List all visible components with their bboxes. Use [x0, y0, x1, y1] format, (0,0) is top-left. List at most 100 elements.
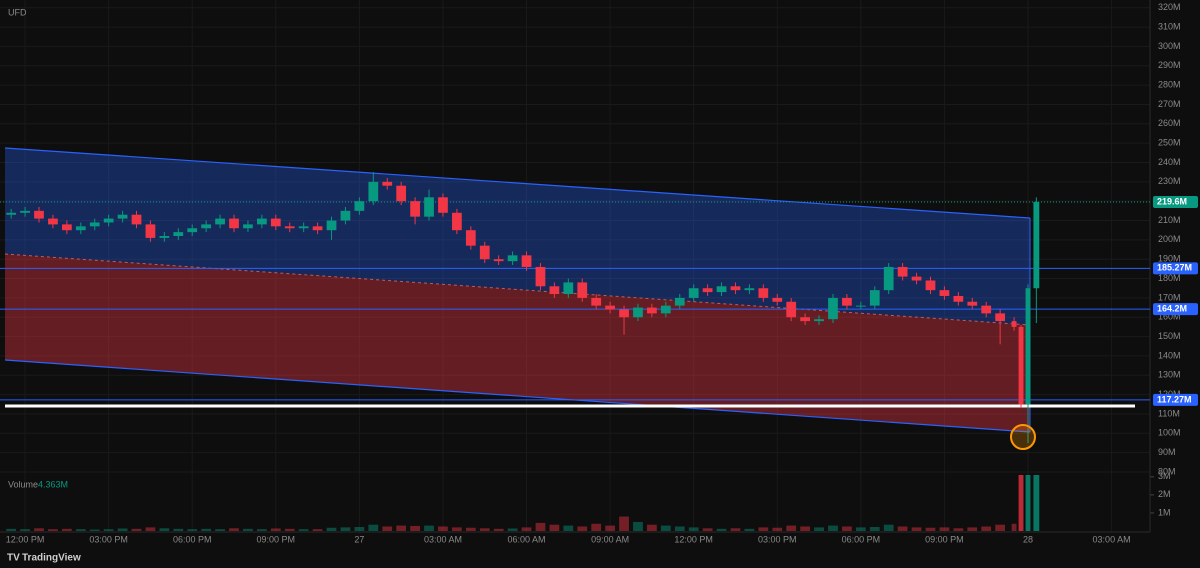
y-tick-label: 80M	[1158, 466, 1176, 476]
volume-bar	[688, 527, 699, 531]
volume-bar	[354, 527, 365, 531]
y-tick-label: 230M	[1158, 176, 1181, 186]
candle-body	[577, 282, 588, 298]
volume-bar	[410, 525, 420, 531]
candle-body	[660, 305, 671, 314]
grid	[0, 0, 1154, 532]
labels: 80M90M100M110M120M130M140M150M160M170M18…	[6, 2, 1198, 544]
volume-bar	[438, 526, 448, 531]
candle-body	[117, 214, 128, 219]
volume-bar	[424, 525, 434, 531]
candle-body	[256, 218, 267, 225]
volume-bar	[758, 527, 769, 531]
y-tick-label: 180M	[1158, 273, 1181, 283]
candle-body	[48, 218, 58, 225]
candle-body	[800, 317, 810, 322]
levels	[0, 201, 1150, 401]
candle-body	[354, 201, 365, 211]
candle-body	[758, 288, 769, 298]
x-tick-label: 06:00 PM	[842, 534, 881, 544]
candle-body	[535, 266, 546, 287]
volume-bar	[549, 524, 560, 531]
volume-bar	[744, 528, 755, 531]
volume-bar	[103, 529, 114, 531]
x-tick-label: 03:00 PM	[89, 534, 128, 544]
volume-tick-label: 3M	[1158, 471, 1171, 481]
x-tick-label: 03:00 AM	[1093, 534, 1131, 544]
volume-bar	[173, 528, 184, 531]
candle-body	[828, 297, 838, 320]
volume-last: 4.363M	[38, 479, 68, 489]
y-tick-label: 100M	[1158, 428, 1181, 438]
candle-body	[674, 297, 685, 306]
volume-bar	[117, 528, 128, 531]
volume-bar	[1011, 523, 1017, 531]
candle-body	[382, 181, 393, 186]
candle-body	[410, 201, 420, 217]
y-tick-label: 270M	[1158, 99, 1181, 109]
candle-body	[173, 232, 184, 236]
volume-bar	[201, 528, 212, 531]
volume-bar	[75, 529, 86, 531]
candle-body	[438, 197, 448, 213]
candle-body	[368, 181, 379, 202]
x-tick-label: 06:00 AM	[508, 534, 546, 544]
volume-bar	[911, 527, 922, 531]
level-label-bg	[1153, 393, 1198, 406]
candle-body	[284, 226, 295, 229]
volume-bar	[396, 525, 407, 531]
volume-bar	[716, 528, 727, 531]
volume-bar	[883, 524, 894, 531]
volume-bar	[256, 529, 267, 531]
volume-bar	[1018, 475, 1024, 531]
volume-bar	[814, 527, 824, 531]
volume-bar	[1025, 475, 1031, 531]
candle-body	[270, 218, 281, 227]
y-tick-label: 290M	[1158, 60, 1181, 70]
candle-body	[563, 282, 574, 295]
x-tick-label: 06:00 PM	[173, 534, 212, 544]
volume-bar	[479, 528, 490, 531]
candle-body	[688, 288, 699, 298]
candle-body	[187, 228, 198, 233]
candle-body	[452, 212, 462, 231]
y-tick-label: 250M	[1158, 138, 1181, 148]
volume-bar	[842, 526, 852, 531]
y-tick-label: 160M	[1158, 312, 1181, 322]
candle-body	[396, 185, 407, 202]
y-tick-label: 320M	[1158, 2, 1181, 12]
volume-tick-label: 2M	[1158, 489, 1171, 499]
candle-body	[911, 276, 922, 281]
volume-bar	[20, 529, 30, 531]
candle-body	[925, 280, 936, 291]
volume-bar	[730, 528, 741, 531]
volume-bar	[243, 528, 253, 531]
y-tick-label: 150M	[1158, 331, 1181, 341]
volume-bar	[131, 528, 142, 531]
level-label: 117.27M	[1157, 394, 1192, 404]
candle-body	[549, 286, 560, 295]
candle-body	[75, 226, 86, 231]
volume-bar	[953, 528, 964, 531]
channel-upper-zone	[5, 148, 1030, 325]
candle-body	[103, 218, 114, 223]
volume-bar	[465, 527, 476, 531]
volume-bar	[869, 527, 880, 531]
volume-bar	[89, 529, 100, 531]
y-tick-label: 90M	[1158, 447, 1176, 457]
candle-body	[772, 297, 783, 302]
y-tick-label: 280M	[1158, 79, 1181, 89]
candle-body	[89, 222, 100, 227]
y-tick-label: 170M	[1158, 292, 1181, 302]
channel-bottom	[4, 359, 1031, 433]
volume-bar	[605, 525, 615, 531]
volume-bar	[967, 527, 978, 531]
candle-body	[479, 245, 490, 260]
volume-bar	[270, 528, 281, 531]
candle-body	[20, 210, 30, 213]
y-tick-label: 210M	[1158, 215, 1181, 225]
y-tick-label: 300M	[1158, 41, 1181, 51]
candle-body	[883, 266, 894, 291]
volume-bar	[493, 528, 504, 531]
